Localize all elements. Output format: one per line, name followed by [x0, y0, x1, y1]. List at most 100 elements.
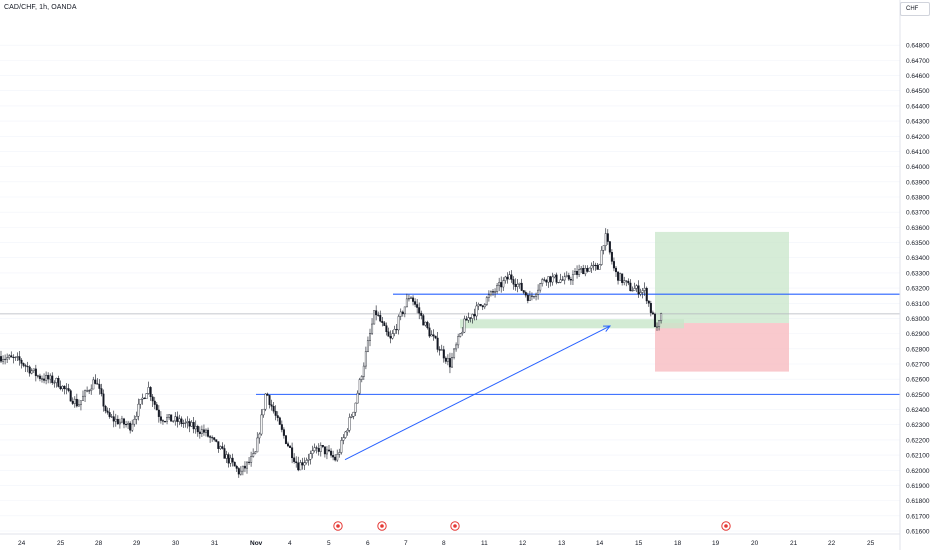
candle [477, 302, 480, 311]
target-zone[interactable] [655, 231, 789, 324]
stop-loss-zone[interactable] [655, 323, 789, 372]
candle-body [92, 379, 95, 390]
candle-body [350, 416, 353, 418]
candle-body [504, 276, 507, 281]
candle [385, 322, 388, 336]
candle-body [455, 344, 458, 350]
price-tick-label: 0.64000 [906, 164, 930, 171]
candle [65, 383, 68, 395]
candle-body [602, 245, 605, 251]
candle-body [102, 393, 105, 407]
candle-body [163, 421, 166, 423]
trend-arrow[interactable] [344, 325, 612, 461]
candle [451, 352, 454, 369]
entry-zone[interactable] [460, 319, 684, 329]
candle [139, 399, 142, 409]
candle [600, 246, 603, 266]
candle [291, 442, 294, 464]
candle [350, 413, 353, 419]
candle [229, 454, 232, 467]
candle [8, 354, 11, 360]
candle-body [86, 390, 89, 392]
candle-body [10, 355, 13, 358]
candle-body [426, 321, 429, 329]
candle [151, 394, 154, 408]
currency-badge[interactable]: CHF [900, 2, 930, 16]
candle [588, 267, 591, 272]
candle [567, 272, 570, 281]
candle-body [637, 285, 640, 295]
price-tick-label: 0.61600 [906, 529, 930, 536]
candle-body [660, 313, 663, 321]
candle-body [576, 271, 579, 275]
candle [446, 354, 449, 366]
candle [338, 448, 341, 458]
candle-body [120, 418, 123, 423]
symbol-label[interactable]: CAD/CHF, 1h, OANDA [4, 4, 77, 11]
candle-body [366, 340, 369, 352]
event-markers[interactable] [333, 521, 731, 531]
candle [586, 265, 589, 273]
candle-body [414, 301, 417, 305]
candle-body [592, 264, 595, 267]
candle [280, 420, 283, 433]
candle-body [625, 280, 628, 282]
candle-body [213, 437, 216, 440]
candle-body [303, 462, 306, 466]
candle-body [506, 276, 509, 280]
candle-body [112, 416, 115, 422]
price-tick-label: 0.63800 [906, 195, 930, 202]
candle [391, 330, 394, 340]
price-tick-label: 0.61900 [906, 483, 930, 490]
economic-event-icon[interactable] [721, 521, 731, 531]
candle [340, 436, 343, 455]
drawing-zones[interactable] [460, 231, 789, 372]
economic-event-icon[interactable] [333, 521, 343, 531]
candle [168, 414, 171, 420]
candle [541, 277, 544, 287]
candle-body [219, 446, 222, 449]
trend-arrow-head[interactable] [602, 325, 612, 332]
candle-body [364, 351, 367, 367]
candle-body [73, 398, 76, 404]
trend-arrow-line[interactable] [344, 325, 611, 461]
candle-body [129, 422, 132, 431]
candle-body [79, 400, 82, 405]
candle [399, 308, 402, 321]
candle [428, 323, 431, 338]
candle-body [492, 291, 495, 293]
price-axis[interactable]: 0.64800 0.64700 0.64600 0.64500 0.64400 0.643… [899, 0, 930, 550]
candle [496, 282, 499, 294]
candle-body [403, 306, 406, 315]
candle-body [434, 335, 437, 339]
economic-event-icon[interactable] [377, 521, 387, 531]
price-tick-label: 0.63200 [906, 286, 930, 293]
candle [647, 300, 650, 307]
candle [403, 306, 406, 318]
candle [81, 390, 84, 401]
candle [375, 305, 378, 321]
time-axis[interactable]: 24 25 28 29 30 31 Nov 4 5 6 7 8 11 12 13 14 15 18 19 20 21 22… [0, 533, 900, 547]
candle [20, 358, 23, 369]
time-tick-label: 6 [366, 540, 370, 547]
candle-body [122, 418, 125, 425]
candle [180, 416, 183, 427]
candle-body [440, 349, 443, 351]
candle-body [90, 388, 93, 391]
candle-body [313, 447, 316, 451]
candle-body [629, 282, 632, 292]
candle-body [49, 375, 52, 380]
candle-body [239, 470, 242, 475]
candle [619, 272, 622, 281]
candle [623, 276, 626, 286]
candle [653, 312, 656, 328]
candle-body [127, 422, 130, 425]
candle [18, 350, 21, 366]
economic-event-icon[interactable] [450, 521, 460, 531]
candle-body [20, 359, 23, 364]
candle-body [84, 390, 87, 397]
candle-body [373, 310, 376, 325]
candle-body [448, 358, 451, 368]
